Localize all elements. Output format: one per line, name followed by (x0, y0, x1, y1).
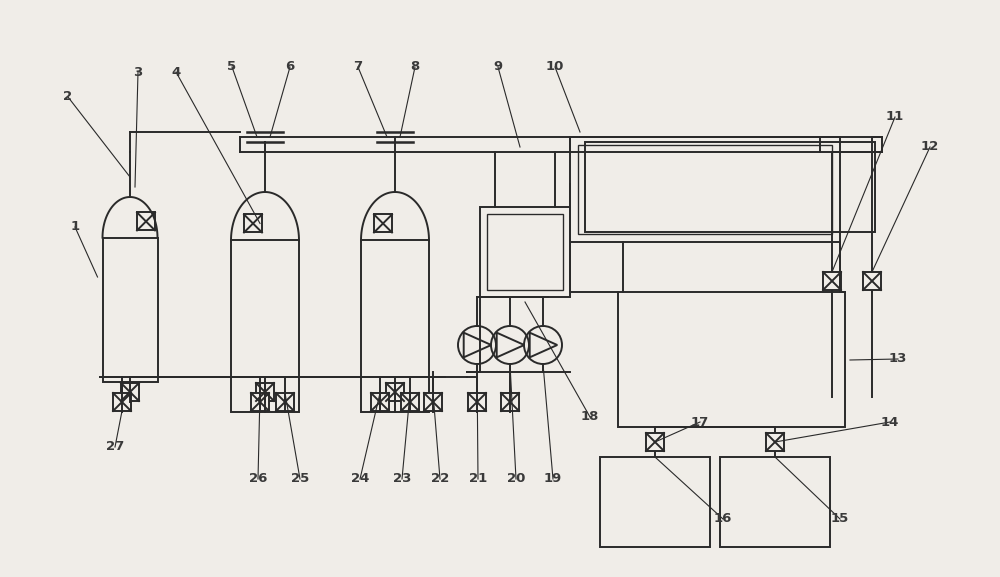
Polygon shape (371, 393, 389, 411)
Text: 17: 17 (691, 415, 709, 429)
Text: 10: 10 (546, 61, 564, 73)
Polygon shape (137, 212, 155, 230)
Text: 25: 25 (291, 473, 309, 485)
Text: 27: 27 (106, 440, 124, 454)
Text: 12: 12 (921, 141, 939, 153)
Text: 16: 16 (714, 512, 732, 526)
Polygon shape (501, 393, 519, 411)
Text: 22: 22 (431, 473, 449, 485)
Text: 20: 20 (507, 473, 525, 485)
Polygon shape (863, 272, 881, 290)
Text: 26: 26 (249, 473, 267, 485)
Text: 13: 13 (889, 353, 907, 365)
Text: 1: 1 (70, 220, 80, 234)
Polygon shape (251, 393, 269, 411)
Text: 5: 5 (227, 61, 237, 73)
Text: 7: 7 (353, 61, 363, 73)
Polygon shape (401, 393, 419, 411)
Text: 18: 18 (581, 410, 599, 424)
Text: 24: 24 (351, 473, 369, 485)
Polygon shape (823, 272, 841, 290)
Polygon shape (468, 393, 486, 411)
Polygon shape (244, 215, 262, 233)
Text: 14: 14 (881, 415, 899, 429)
Text: 19: 19 (544, 473, 562, 485)
Text: 6: 6 (285, 61, 295, 73)
Polygon shape (121, 383, 139, 401)
Text: 8: 8 (410, 61, 420, 73)
Text: 2: 2 (63, 91, 73, 103)
Polygon shape (374, 215, 392, 233)
Polygon shape (646, 433, 664, 451)
Text: 21: 21 (469, 473, 487, 485)
Text: 9: 9 (493, 61, 503, 73)
Text: 15: 15 (831, 512, 849, 526)
Polygon shape (424, 393, 442, 411)
Polygon shape (256, 383, 274, 401)
Polygon shape (113, 393, 131, 411)
Text: 4: 4 (171, 66, 181, 78)
Polygon shape (766, 433, 784, 451)
Text: 23: 23 (393, 473, 411, 485)
Polygon shape (276, 393, 294, 411)
Text: 3: 3 (133, 66, 143, 78)
Polygon shape (386, 383, 404, 401)
Text: 11: 11 (886, 111, 904, 123)
